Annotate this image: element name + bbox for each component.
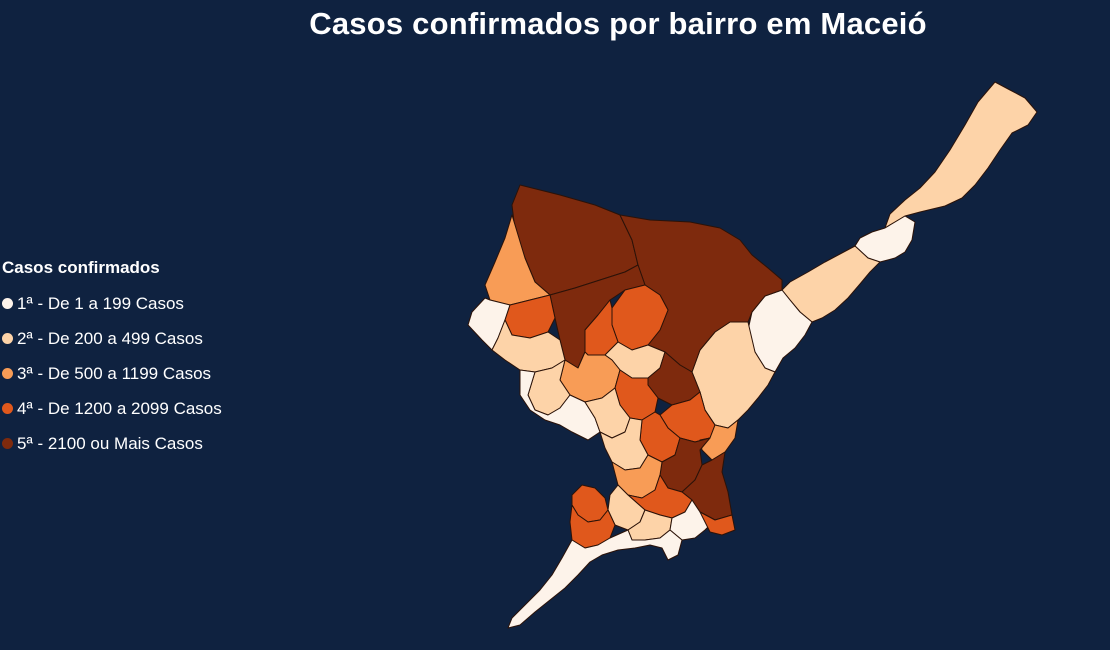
region-south-red-4 bbox=[699, 511, 736, 536]
legend-swatch-class-4 bbox=[2, 403, 13, 414]
legend-swatch-class-3 bbox=[2, 368, 13, 379]
legend-label-class-3: 3ª - De 500 a 1199 Casos bbox=[17, 363, 212, 383]
legend-item-class-3: 3ª - De 500 a 1199 Casos bbox=[2, 356, 222, 391]
region-south-peach-1 bbox=[599, 417, 649, 471]
legend-item-class-5: 5ª - 2100 ou Mais Casos bbox=[2, 426, 222, 461]
legend-label-class-1: 1ª - De 1 a 199 Casos bbox=[17, 293, 184, 313]
region-south-red-3 bbox=[569, 504, 616, 549]
legend: Casos confirmados 1ª - De 1 a 199 Casos … bbox=[2, 258, 222, 461]
legend-label-class-4: 4ª - De 1200 a 2099 Casos bbox=[17, 398, 222, 418]
legend-swatch-class-5 bbox=[2, 438, 13, 449]
legend-item-class-1: 1ª - De 1 a 199 Casos bbox=[2, 286, 222, 321]
legend-item-class-4: 4ª - De 1200 a 2099 Casos bbox=[2, 391, 222, 426]
region-coastal-north-2 bbox=[854, 215, 916, 263]
legend-swatch-class-1 bbox=[2, 298, 13, 309]
legend-label-class-5: 5ª - 2100 ou Mais Casos bbox=[17, 433, 203, 453]
legend-label-class-2: 2ª - De 200 a 499 Casos bbox=[17, 328, 203, 348]
region-peninsula bbox=[507, 529, 683, 629]
region-coastal-north bbox=[884, 81, 1038, 229]
map-title: Casos confirmados por bairro em Maceió bbox=[309, 6, 927, 41]
legend-title: Casos confirmados bbox=[2, 258, 160, 277]
legend-swatch-class-2 bbox=[2, 333, 13, 344]
legend-item-class-2: 2ª - De 200 a 499 Casos bbox=[2, 321, 222, 356]
